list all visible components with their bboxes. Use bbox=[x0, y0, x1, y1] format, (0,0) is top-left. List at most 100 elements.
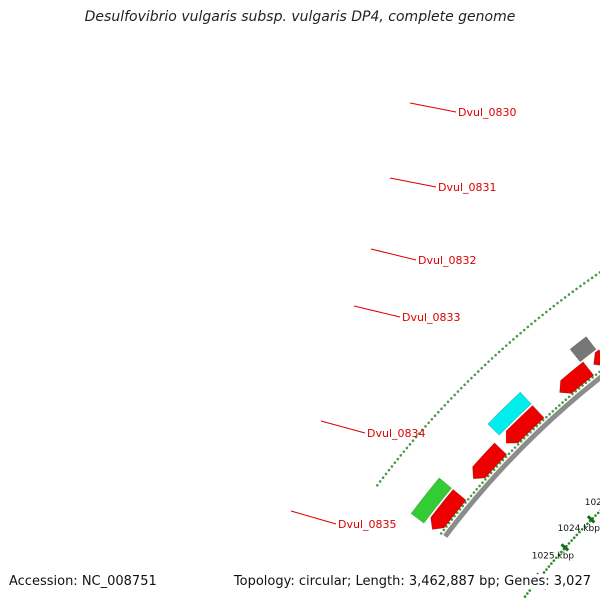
minor-tick-dot bbox=[545, 415, 548, 419]
minor-tick-dot bbox=[560, 298, 563, 302]
minor-tick-dot bbox=[547, 565, 551, 568]
gene-label: Dvul_0835 bbox=[338, 518, 397, 531]
gene-label: Dvul_0833 bbox=[402, 311, 461, 324]
minor-tick-dot bbox=[537, 316, 541, 320]
minor-tick-dot bbox=[459, 386, 463, 390]
minor-tick-dot bbox=[414, 435, 418, 439]
minor-tick-dot bbox=[464, 501, 467, 504]
minor-tick-dot bbox=[535, 424, 539, 428]
label-leader-line bbox=[409, 102, 457, 113]
gray-gene-block bbox=[569, 336, 597, 363]
minor-tick-dot bbox=[475, 487, 479, 491]
minor-tick-dot bbox=[545, 568, 548, 571]
minor-tick-dot bbox=[523, 436, 526, 440]
minor-tick-dot bbox=[450, 518, 454, 521]
minor-tick-dot bbox=[472, 491, 476, 494]
red-gene-arrow bbox=[430, 489, 467, 530]
label-leader-line bbox=[290, 510, 337, 525]
minor-tick-dot bbox=[594, 273, 598, 277]
minor-tick-dot bbox=[583, 282, 586, 285]
minor-tick-dot bbox=[533, 319, 537, 323]
minor-tick-dot bbox=[530, 322, 533, 326]
minor-tick-dot bbox=[528, 589, 531, 592]
gene-label: Dvul_0830 bbox=[458, 106, 517, 119]
minor-tick-dot bbox=[567, 293, 571, 296]
minor-tick-dot bbox=[478, 484, 481, 488]
minor-tick-dot bbox=[545, 310, 548, 314]
minor-tick-dot bbox=[453, 514, 456, 518]
minor-tick-dot bbox=[563, 296, 567, 299]
minor-tick-dot bbox=[489, 471, 493, 475]
red-gene-arrow bbox=[559, 361, 595, 394]
minor-tick-dot bbox=[494, 353, 497, 357]
minor-tick-dot bbox=[408, 443, 412, 446]
minor-tick-dot bbox=[513, 446, 517, 449]
scale-tick bbox=[586, 515, 596, 524]
minor-tick-dot bbox=[586, 279, 590, 282]
minor-tick-dot bbox=[571, 392, 574, 396]
minor-tick-dot bbox=[542, 571, 546, 574]
minor-tick-dot bbox=[555, 556, 558, 560]
minor-tick-dot bbox=[495, 465, 499, 468]
scale-tick-label: 1024 kbp bbox=[558, 524, 600, 534]
minor-tick-dot bbox=[523, 595, 527, 598]
minor-tick-dot bbox=[587, 378, 591, 382]
minor-tick-dot bbox=[453, 393, 456, 397]
minor-tick-dot bbox=[469, 494, 473, 498]
minor-tick-dot bbox=[417, 432, 421, 435]
minor-tick-dot bbox=[575, 287, 578, 291]
minor-tick-dot bbox=[541, 313, 544, 317]
minor-tick-dot bbox=[577, 387, 581, 390]
minor-tick-dot bbox=[519, 440, 523, 443]
minor-tick-dot bbox=[421, 428, 424, 432]
minor-tick-dot bbox=[519, 331, 522, 335]
minor-tick-dot bbox=[430, 417, 434, 421]
minor-tick-dot bbox=[552, 559, 556, 562]
minor-tick-dot bbox=[381, 476, 385, 479]
gene-labels: Dvul_0830 Dvul_0831 Dvul_0832 Dvul_0833 Dvul… bbox=[290, 102, 517, 531]
accession-text: Accession: NC_008751 bbox=[9, 574, 157, 589]
minor-tick-dot bbox=[558, 404, 561, 407]
minor-tick-dot bbox=[575, 533, 579, 537]
minor-tick-dot bbox=[498, 461, 502, 465]
scale-tick bbox=[560, 543, 570, 552]
label-leader-line bbox=[353, 305, 401, 318]
minor-tick-dot bbox=[466, 497, 470, 501]
minor-tick-dot bbox=[487, 360, 490, 363]
red-gene-arrow bbox=[505, 405, 545, 444]
genome-summary-text: Topology: circular; Length: 3,462,887 bp… bbox=[233, 574, 591, 589]
red-gene-arrow bbox=[593, 349, 600, 366]
minor-tick-dot bbox=[436, 410, 440, 414]
minor-tick-dot bbox=[504, 455, 508, 459]
minor-tick-dot bbox=[483, 363, 487, 367]
minor-tick-dot bbox=[579, 284, 582, 288]
minor-tick-dot bbox=[466, 380, 470, 383]
minor-tick-dot bbox=[442, 528, 446, 532]
gene-label: Dvul_0832 bbox=[418, 254, 477, 267]
minor-tick-dot bbox=[387, 468, 391, 472]
minor-tick-dot bbox=[461, 504, 465, 508]
minor-tick-dot bbox=[522, 328, 526, 332]
minor-tick-dot bbox=[541, 418, 545, 422]
minor-tick-dot bbox=[532, 427, 535, 431]
minor-tick-dot bbox=[490, 357, 494, 360]
minor-tick-dot bbox=[548, 412, 551, 416]
minor-tick-dot bbox=[570, 539, 573, 542]
minor-tick-dot bbox=[567, 395, 571, 399]
minor-tick-dot bbox=[501, 347, 504, 351]
minor-tick-dot bbox=[433, 414, 437, 418]
minor-tick-dot bbox=[427, 421, 430, 425]
minor-tick-dot bbox=[590, 276, 594, 280]
minor-tick-dot bbox=[446, 400, 450, 404]
minor-tick-dot bbox=[526, 433, 529, 437]
minor-tick-dot bbox=[405, 446, 409, 450]
minor-tick-dot bbox=[443, 403, 447, 407]
minor-tick-dot bbox=[447, 521, 451, 525]
minor-tick-dot bbox=[378, 480, 382, 483]
minor-tick-dot bbox=[411, 439, 415, 443]
minor-tick-dot bbox=[584, 381, 588, 385]
minor-tick-dot bbox=[564, 398, 568, 402]
minor-tick-dot bbox=[384, 472, 388, 476]
label-leader-line bbox=[320, 420, 366, 434]
red-gene-arrow bbox=[472, 442, 508, 480]
